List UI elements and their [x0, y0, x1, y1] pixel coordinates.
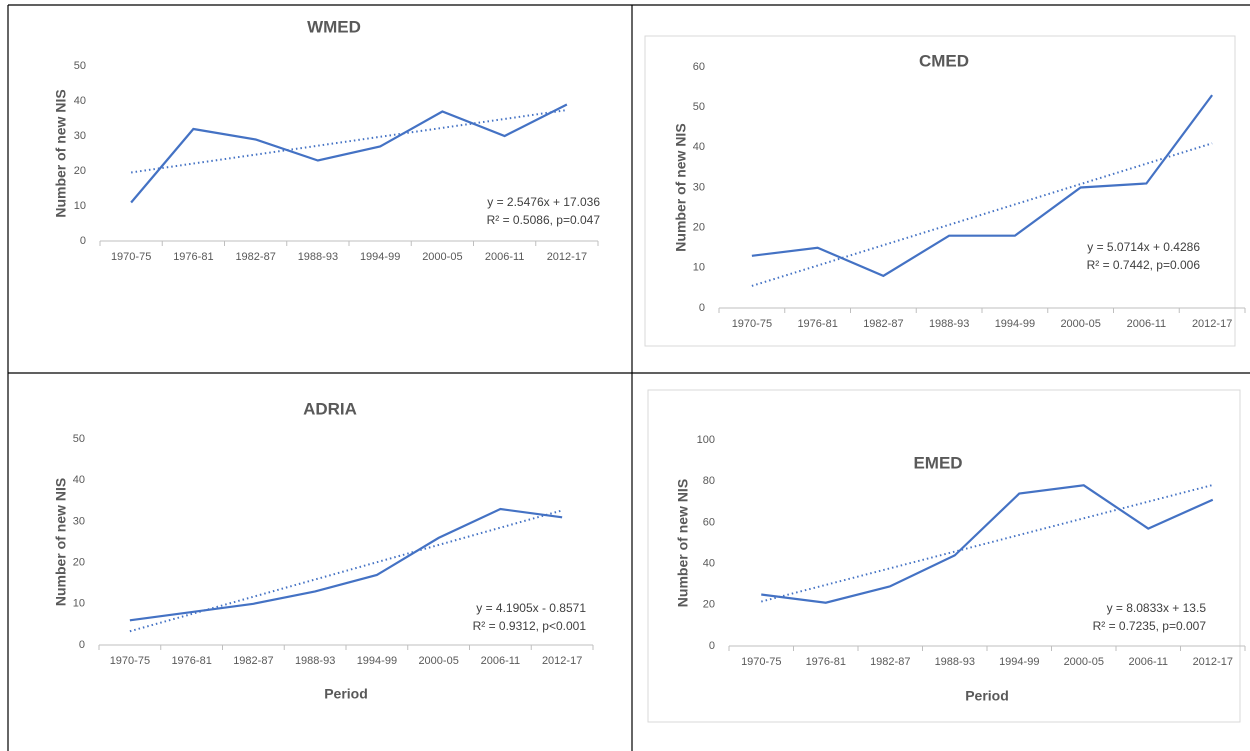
x-tick-label: 1994-99 [999, 656, 1039, 668]
chart-title: ADRIA [303, 399, 357, 418]
x-tick-label: 2012-17 [542, 655, 582, 667]
x-tick-label: 1976-81 [806, 656, 846, 668]
y-tick-label: 40 [74, 95, 86, 107]
y-axis-title: Number of new NIS [53, 89, 69, 217]
trend-equation: y = 8.0833x + 13.5 [1107, 601, 1207, 615]
x-tick-label: 2006-11 [485, 251, 525, 263]
x-tick-label: 2012-17 [1192, 318, 1232, 330]
y-tick-label: 30 [74, 130, 86, 142]
trendline [761, 484, 1213, 603]
x-axis-title: Period [324, 686, 368, 702]
y-tick-label: 10 [693, 262, 705, 274]
x-tick-label: 2006-11 [481, 655, 521, 667]
x-tick-label: 1988-93 [295, 655, 335, 667]
y-tick-label: 50 [693, 101, 705, 113]
trendline [129, 509, 563, 633]
y-axis-title: Number of new NIS [673, 123, 689, 251]
y-tick-label: 100 [697, 434, 715, 446]
x-tick-label: 1982-87 [233, 655, 273, 667]
x-tick-label: 2000-05 [418, 655, 458, 667]
trend-equation: R² = 0.9312, p<0.001 [473, 619, 587, 633]
trend-equation: R² = 0.7442, p=0.006 [1087, 258, 1201, 272]
x-tick-label: 1970-75 [741, 656, 781, 668]
y-tick-label: 20 [73, 557, 85, 569]
trend-equation: R² = 0.5086, p=0.047 [487, 213, 601, 227]
y-tick-label: 60 [703, 516, 715, 528]
x-tick-label: 2000-05 [422, 251, 462, 263]
data-line [129, 507, 563, 622]
chart-title: EMED [913, 453, 962, 472]
y-tick-label: 60 [693, 61, 705, 73]
trend-equation: y = 4.1905x - 0.8571 [476, 601, 586, 615]
x-tick-label: 1976-81 [171, 655, 211, 667]
y-tick-label: 10 [73, 598, 85, 610]
x-tick-label: 1970-75 [111, 251, 151, 263]
x-tick-label: 1988-93 [929, 318, 969, 330]
y-tick-label: 0 [80, 235, 86, 247]
y-tick-label: 20 [74, 165, 86, 177]
y-axis-title: Number of new NIS [675, 479, 691, 607]
x-tick-label: 2000-05 [1064, 656, 1104, 668]
x-tick-label: 2006-11 [1127, 318, 1167, 330]
x-tick-label: 1982-87 [863, 318, 903, 330]
trendline [751, 142, 1213, 287]
trend-equation: y = 2.5476x + 17.036 [487, 195, 600, 209]
y-tick-label: 30 [693, 181, 705, 193]
y-tick-label: 20 [693, 222, 705, 234]
chart-frame [647, 389, 1241, 723]
trendline [130, 109, 568, 174]
table-borders [7, 4, 1250, 751]
y-tick-label: 20 [703, 599, 715, 611]
y-tick-label: 50 [74, 60, 86, 72]
x-tick-label: 2012-17 [1193, 656, 1233, 668]
y-tick-label: 80 [703, 475, 715, 487]
x-tick-label: 1970-75 [110, 655, 150, 667]
chart-title: WMED [307, 17, 361, 36]
data-line [751, 94, 1214, 278]
y-tick-label: 40 [73, 474, 85, 486]
y-tick-label: 0 [709, 640, 715, 652]
y-tick-label: 10 [74, 200, 86, 212]
data-line [130, 103, 568, 204]
x-tick-label: 2012-17 [547, 251, 587, 263]
y-axis-title: Number of new NIS [53, 478, 69, 606]
x-tick-label: 1988-93 [935, 656, 975, 668]
y-tick-label: 0 [79, 639, 85, 651]
x-tick-label: 1994-99 [995, 318, 1035, 330]
trend-equation: R² = 0.7235, p=0.007 [1093, 619, 1207, 633]
x-tick-label: 1994-99 [357, 655, 397, 667]
x-tick-label: 1988-93 [298, 251, 338, 263]
x-tick-label: 1994-99 [360, 251, 400, 263]
x-tick-label: 2000-05 [1060, 318, 1100, 330]
chart-frame [644, 35, 1236, 347]
trend-equation: y = 5.0714x + 0.4286 [1087, 240, 1200, 254]
chart-title: CMED [919, 51, 969, 70]
y-tick-label: 40 [693, 141, 705, 153]
y-tick-label: 0 [699, 302, 705, 314]
data-line [761, 484, 1214, 604]
y-tick-label: 50 [73, 433, 85, 445]
x-tick-label: 1970-75 [732, 318, 772, 330]
x-tick-label: 1976-81 [797, 318, 837, 330]
x-tick-label: 1976-81 [173, 251, 213, 263]
y-tick-label: 40 [703, 558, 715, 570]
x-tick-label: 2006-11 [1128, 656, 1168, 668]
x-tick-label: 1982-87 [235, 251, 275, 263]
x-axis-title: Period [965, 688, 1009, 704]
y-tick-label: 30 [73, 515, 85, 527]
x-tick-label: 1982-87 [870, 656, 910, 668]
